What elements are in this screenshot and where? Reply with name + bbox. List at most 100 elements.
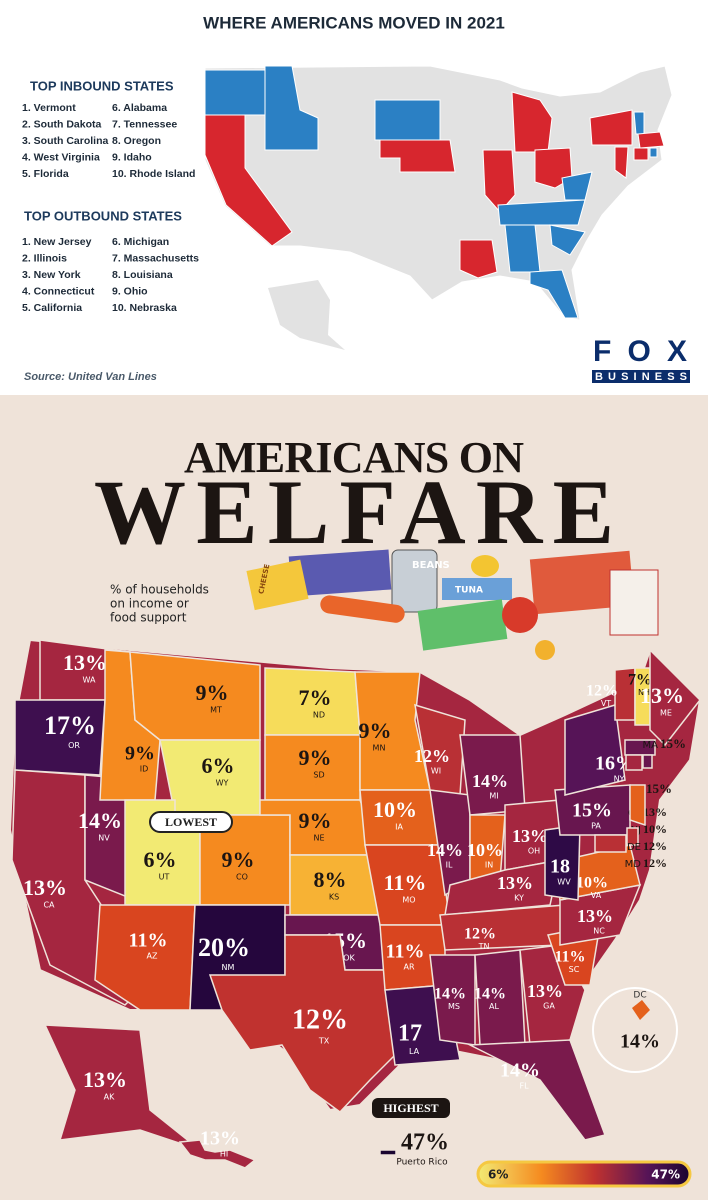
state-abbr: SD (313, 771, 324, 780)
state-abbr: IA (395, 823, 403, 832)
state-abbr: AK (104, 1093, 115, 1102)
state-percent: 14% (500, 1060, 540, 1082)
list-item: 5. California (22, 302, 82, 314)
state-abbr: MT (210, 706, 222, 715)
state (14, 699, 106, 776)
state-abbr: LA (409, 1047, 420, 1056)
state-percent: 20% (198, 933, 250, 962)
state-abbr: TN (478, 942, 490, 951)
state-percent: 17% (44, 711, 96, 740)
state-abbr: FL (519, 1082, 529, 1091)
state-percent: 13% (527, 981, 563, 1001)
state-percent: 9% (125, 743, 155, 765)
list-item: 1. New Jersey (22, 236, 92, 248)
state-abbr: GA (543, 1001, 555, 1010)
state-abbr: WI (431, 766, 441, 775)
state-percent: 10% (643, 822, 667, 836)
caption-line: food support (110, 611, 187, 625)
state-abbr: MO (402, 896, 415, 905)
list-item: 2. South Dakota (22, 118, 102, 130)
state-abbr: MI (489, 791, 498, 800)
moves-title: WHERE AMERICANS MOVED IN 2021 (203, 13, 505, 32)
highlighted-state (497, 199, 586, 226)
state-percent: 12% (586, 683, 618, 700)
state-percent: 14% (427, 840, 463, 860)
state-abbr: ND (313, 711, 325, 720)
state-percent: 13% (512, 826, 548, 846)
lowest-label: LOWEST (165, 815, 217, 829)
welfare-title-top: AMERICANS ON (184, 433, 524, 482)
welfare-title-bottom: WELFARE (94, 461, 614, 563)
state-abbr: NY (614, 775, 625, 784)
highlighted-state (482, 149, 516, 213)
highest-label: HIGHEST (383, 1101, 438, 1115)
state-abbr: MS (448, 1002, 460, 1011)
state-abbr: KS (329, 893, 339, 902)
legend-low: 6% (488, 1168, 508, 1182)
list-item: 9. Ohio (112, 285, 148, 297)
highlighted-state (511, 91, 553, 153)
state (94, 904, 196, 1011)
state-percent: 13% (83, 1067, 127, 1092)
state-abbr: CA (43, 901, 55, 910)
highlighted-state (264, 65, 319, 151)
state-percent: 11% (129, 930, 168, 952)
highlighted-state (614, 146, 629, 179)
state-percent: 13% (200, 1128, 240, 1150)
logo-fox: FOX (593, 335, 687, 368)
highlighted-state (459, 239, 498, 279)
state-abbr: TX (318, 1036, 330, 1045)
state-percent: 9% (299, 808, 332, 833)
state (379, 1149, 397, 1156)
state-percent: 13% (577, 906, 613, 926)
dc-inset (592, 987, 678, 1073)
state-abbr: NM (222, 963, 235, 972)
state-percent: 17 (398, 1021, 422, 1047)
state-abbr: HI (220, 1150, 228, 1159)
state-percent: 14% (474, 986, 506, 1003)
state (467, 1039, 606, 1141)
state-abbr: OR (68, 741, 80, 750)
state (642, 754, 653, 769)
state-abbr: CO (236, 873, 248, 882)
state-abbr: MN (373, 744, 386, 753)
state-percent: 12% (414, 746, 450, 766)
state-percent: 10% (576, 875, 608, 892)
state-percent: 9% (359, 718, 392, 743)
state-abbr: IL (446, 860, 453, 869)
state-percent: 14% (434, 986, 466, 1003)
highlighted-state (649, 147, 658, 158)
us-map (204, 65, 673, 350)
caption: % of households on income or food suppor… (110, 583, 209, 625)
state-percent: 9% (299, 745, 332, 770)
state-abbr: PA (591, 822, 601, 831)
highlighted-state (589, 109, 633, 146)
list-item: 3. South Carolina (22, 135, 109, 147)
list-item: 8. Oregon (112, 135, 161, 147)
state-percent: 9% (196, 680, 229, 705)
state-percent: 13% (643, 805, 667, 819)
list-item: 10. Rhode Island (112, 168, 195, 180)
state (178, 1139, 257, 1169)
highlighted-state (529, 269, 579, 319)
state-percent: 15% (660, 736, 686, 751)
state-percent: 6% (144, 847, 177, 872)
state-percent: 6% (202, 753, 235, 778)
state-percent: 15% (646, 781, 672, 796)
highlighted-state (379, 139, 456, 173)
food-label: BEANS (412, 560, 450, 571)
state-abbr: AZ (147, 952, 158, 961)
list-item: 1. Vermont (22, 102, 76, 114)
highest-badge (372, 1098, 450, 1118)
state-abbr: DC (633, 991, 646, 1001)
state-percent: 11% (386, 941, 425, 963)
state (564, 704, 626, 796)
list-item: 4. Connecticut (22, 285, 95, 297)
state-percent: 8% (314, 867, 347, 892)
highlighted-state (204, 69, 266, 116)
state (43, 1024, 201, 1151)
state-percent: 14% (78, 808, 122, 833)
state-percent: 7% (299, 685, 332, 710)
state-abbr: SC (569, 965, 580, 974)
list-item: 4. West Virginia (22, 151, 100, 163)
